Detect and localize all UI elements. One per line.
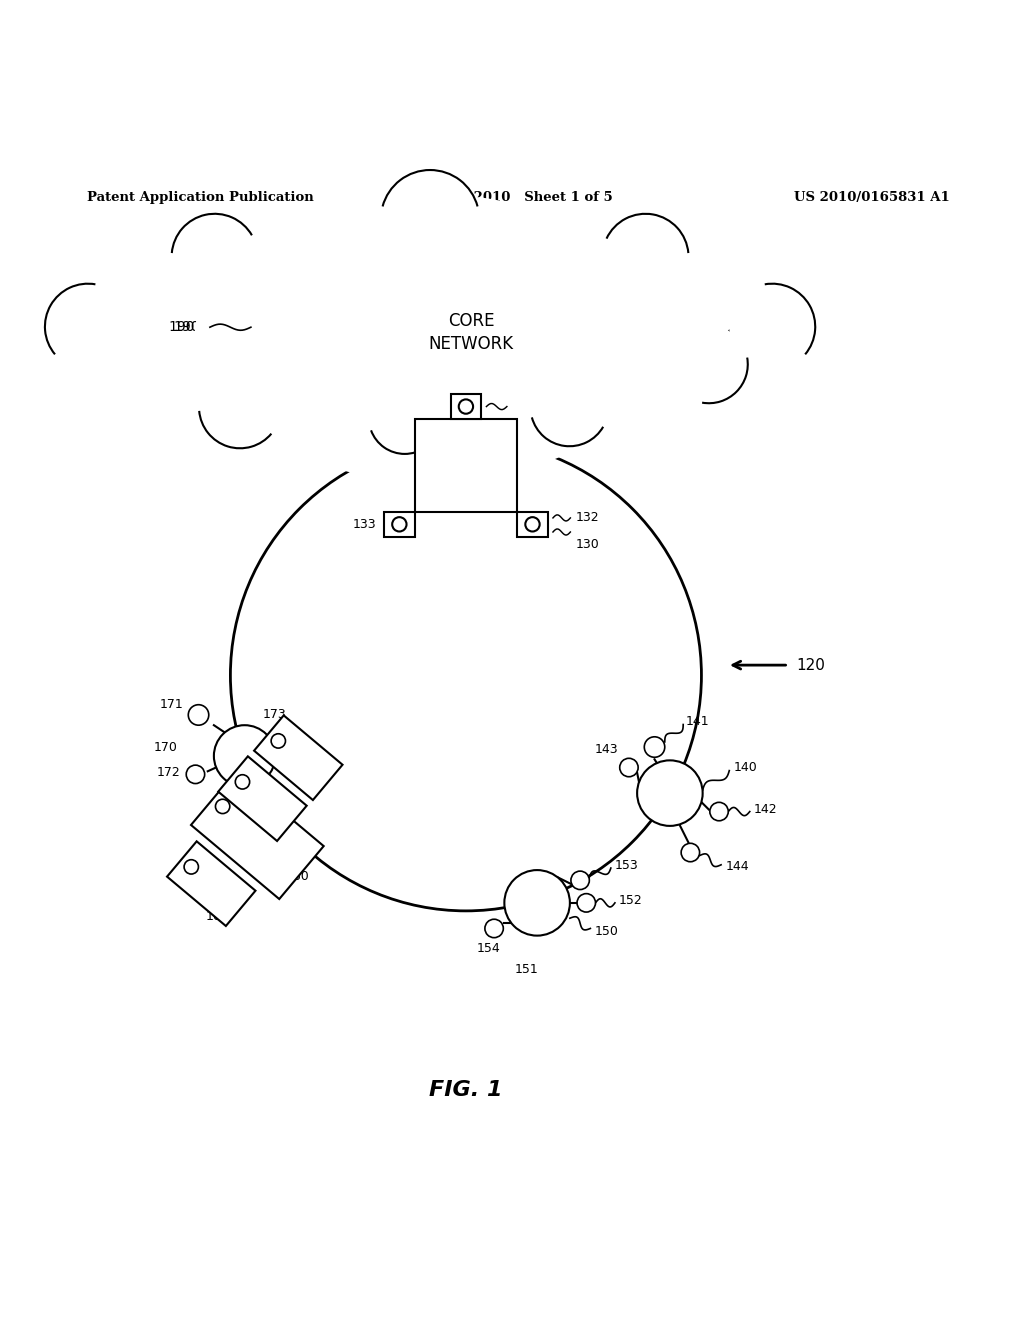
Text: 190: 190 — [173, 321, 200, 334]
Circle shape — [681, 843, 699, 862]
Bar — [415, 420, 517, 512]
Circle shape — [485, 919, 504, 937]
Bar — [517, 512, 548, 537]
Circle shape — [172, 214, 258, 300]
Text: 131: 131 — [512, 400, 536, 413]
Text: 151: 151 — [515, 962, 539, 975]
Circle shape — [578, 894, 596, 912]
Text: 133: 133 — [352, 517, 376, 531]
Text: 172: 172 — [157, 766, 180, 779]
Circle shape — [214, 725, 275, 787]
Text: 141: 141 — [685, 715, 709, 727]
Polygon shape — [191, 772, 324, 899]
Text: 170: 170 — [155, 742, 178, 754]
Text: US 2010/0165831 A1: US 2010/0165831 A1 — [794, 190, 949, 203]
Circle shape — [505, 870, 570, 936]
Bar — [384, 512, 415, 537]
Circle shape — [637, 760, 702, 826]
Text: Jul. 1, 2010   Sheet 1 of 5: Jul. 1, 2010 Sheet 1 of 5 — [425, 190, 612, 203]
Ellipse shape — [195, 194, 666, 480]
Circle shape — [381, 170, 479, 268]
Text: 173: 173 — [263, 709, 287, 722]
Text: 171: 171 — [160, 698, 183, 711]
Text: 144: 144 — [725, 861, 749, 874]
Text: 130: 130 — [575, 539, 599, 552]
Text: 100: 100 — [739, 317, 768, 331]
Circle shape — [710, 803, 728, 821]
Text: 142: 142 — [754, 803, 777, 816]
Circle shape — [602, 214, 688, 300]
Polygon shape — [167, 841, 256, 927]
Text: 152: 152 — [620, 895, 643, 907]
Circle shape — [369, 383, 440, 454]
Circle shape — [644, 737, 665, 758]
Text: FIG. 1: FIG. 1 — [429, 1080, 503, 1100]
Text: 132: 132 — [575, 511, 599, 524]
Bar — [451, 393, 481, 420]
Text: 160: 160 — [286, 870, 310, 883]
Circle shape — [45, 284, 131, 370]
Circle shape — [188, 705, 209, 725]
Circle shape — [199, 367, 281, 449]
Polygon shape — [254, 715, 343, 800]
Text: Patent Application Publication: Patent Application Publication — [87, 190, 313, 203]
Text: 190: 190 — [168, 321, 195, 334]
Text: 153: 153 — [615, 859, 639, 873]
Text: 150: 150 — [595, 925, 618, 939]
Polygon shape — [218, 756, 307, 841]
Text: 143: 143 — [595, 743, 618, 755]
Text: 174: 174 — [237, 801, 260, 813]
Text: 154: 154 — [477, 942, 501, 956]
Text: 163: 163 — [231, 741, 255, 754]
Text: 161: 161 — [206, 909, 229, 923]
Circle shape — [620, 758, 638, 776]
Circle shape — [729, 284, 815, 370]
Circle shape — [571, 871, 590, 890]
Circle shape — [530, 368, 608, 446]
Circle shape — [670, 326, 748, 403]
Circle shape — [186, 766, 205, 784]
Text: CORE
NETWORK: CORE NETWORK — [428, 312, 514, 354]
Text: 140: 140 — [733, 762, 757, 774]
Text: 162: 162 — [274, 822, 298, 836]
Text: 120: 120 — [797, 657, 825, 673]
